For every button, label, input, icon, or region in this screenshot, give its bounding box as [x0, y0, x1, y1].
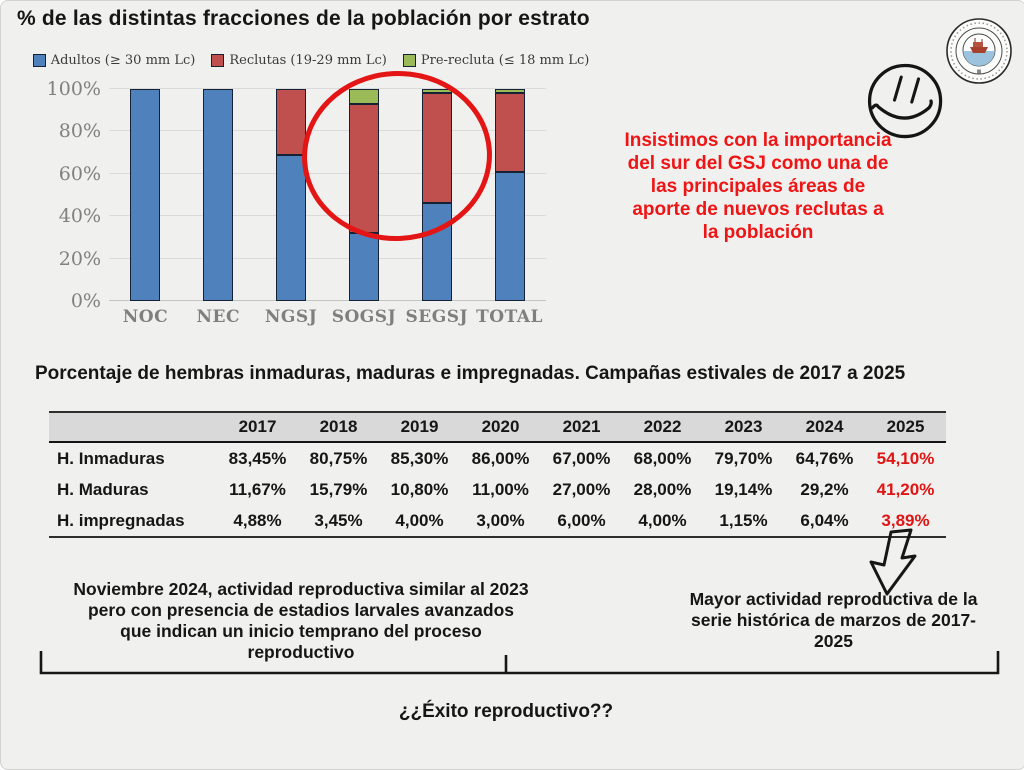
- table-cell: 4,00%: [395, 510, 444, 530]
- stacked-bar-chart: [109, 88, 546, 301]
- x-axis-category-label: SOGSJ: [331, 307, 397, 327]
- legend-label: Pre-recluta (≤ 18 mm Lc): [420, 53, 590, 68]
- table-cell: 29,2%: [800, 479, 849, 499]
- x-axis-category-label: NEC: [196, 307, 240, 327]
- gridline: [109, 88, 546, 89]
- table-cell: 1,15%: [719, 510, 768, 530]
- table-cell: 10,80%: [390, 479, 449, 499]
- table-row: H. impregnadas 4,88% 3,45% 4,00% 3,00% 6,00% 4…: [49, 505, 946, 536]
- table-row: H. Maduras 11,67% 15,79% 10,80% 11,00% 27,00%…: [49, 474, 946, 505]
- table-header-year: 2024: [805, 417, 844, 436]
- bar-segment: [203, 89, 234, 301]
- table-row-label: H. Inmaduras: [57, 448, 165, 468]
- table-title: Porcentaje de hembras inmaduras, maduras…: [35, 363, 906, 384]
- table-cell: 3,89%: [881, 510, 930, 530]
- table-header-row: 2017 2018 2019 2020 2021 2022 2023 2024 2025: [49, 413, 946, 443]
- legend-item: Adultos (≥ 30 mm Lc): [32, 53, 196, 68]
- question-text: ¿¿Éxito reproductivo??: [398, 701, 614, 722]
- table-cell: 80,75%: [309, 448, 368, 468]
- chart-legend: Adultos (≥ 30 mm Lc) Reclutas (19-29 mm L…: [32, 53, 589, 68]
- bar-segment: [130, 89, 161, 301]
- gridline: [109, 257, 546, 259]
- table-cell: 6,00%: [557, 510, 606, 530]
- table-cell: 11,67%: [229, 479, 286, 499]
- note-right: Mayor actividad reproductiva de la serie…: [689, 589, 978, 651]
- table-header-year: 2022: [643, 417, 682, 436]
- bar-segment: [348, 89, 379, 104]
- data-table: 2017 2018 2019 2020 2021 2022 2023 2024 2025 H. I…: [49, 411, 946, 538]
- table-cell: 64,76%: [795, 448, 854, 468]
- table-cell: 41,20%: [876, 479, 935, 499]
- table-cell: 15,79%: [309, 479, 368, 499]
- y-axis-tick-label: 60%: [58, 162, 101, 185]
- table-cell: 19,14%: [714, 479, 773, 499]
- table-cell: 86,00%: [471, 448, 530, 468]
- table-cell: 28,00%: [633, 479, 692, 499]
- down-arrow-icon: [869, 528, 917, 596]
- legend-swatch-icon: [402, 54, 416, 67]
- x-axis-category-label: TOTAL: [476, 307, 543, 327]
- table-header-year: 2023: [724, 417, 763, 436]
- table-cell: 3,45%: [314, 510, 363, 530]
- y-axis-tick-label: 80%: [58, 120, 101, 143]
- table-header-year: 2025: [886, 417, 925, 436]
- y-axis-tick-label: 100%: [46, 78, 101, 100]
- bar-segment: [494, 93, 525, 172]
- note-left: Noviembre 2024, actividad reproductiva s…: [73, 579, 529, 662]
- table-cell: 67,00%: [552, 448, 611, 468]
- bar-segment: [421, 203, 452, 301]
- legend-label: Reclutas (19-29 mm Lc): [229, 53, 387, 68]
- page-title: % de las distintas fracciones de la pobl…: [17, 7, 590, 30]
- table-row: H. Inmaduras 83,45% 80,75% 85,30% 86,00% 67,0…: [49, 443, 946, 474]
- gridline: [109, 300, 546, 301]
- x-axis-category-label: NGSJ: [264, 307, 318, 327]
- legend-swatch-icon: [211, 54, 225, 67]
- institution-seal-logo-icon: [946, 18, 1012, 84]
- table-cell: 6,04%: [800, 510, 849, 530]
- table-cell: 79,70%: [714, 448, 773, 468]
- bar-segment: [421, 93, 452, 204]
- gridline: [109, 215, 546, 217]
- y-axis-tick-label: 40%: [58, 205, 101, 228]
- table-cell: 27,00%: [552, 479, 611, 499]
- gridline: [109, 130, 546, 132]
- table-header-year: 2019: [400, 417, 439, 436]
- bar-segment: [276, 154, 307, 301]
- table-row-label: H. impregnadas: [57, 510, 185, 530]
- table-header-year: 2020: [481, 417, 520, 436]
- bar-segment: [494, 171, 525, 301]
- table-header-year: 2018: [319, 417, 358, 436]
- table-cell: 83,45%: [228, 448, 287, 468]
- table-cell: 68,00%: [633, 448, 692, 468]
- legend-label: Adultos (≥ 30 mm Lc): [50, 53, 196, 68]
- table-header-year: 2017: [238, 417, 277, 436]
- y-axis-tick-label: 20%: [58, 247, 101, 270]
- legend-item: Reclutas (19-29 mm Lc): [211, 53, 387, 68]
- bar-segment: [348, 233, 379, 301]
- bar-segment: [348, 103, 379, 234]
- table-row-label: H. Maduras: [57, 479, 149, 499]
- table-cell: 4,00%: [638, 510, 687, 530]
- gridline: [109, 172, 546, 174]
- table-cell: 3,00%: [476, 510, 525, 530]
- table-cell: 11,00%: [472, 479, 529, 499]
- bar-segment: [494, 89, 525, 94]
- underbrace-bracket-icon: [39, 651, 1000, 675]
- smiley-face-icon: [867, 63, 943, 139]
- table-cell: 4,88%: [233, 510, 282, 530]
- y-axis-tick-label: 0%: [70, 290, 101, 312]
- table-header-year: 2021: [562, 417, 601, 436]
- bar-segment: [276, 89, 307, 155]
- legend-item: Pre-recluta (≤ 18 mm Lc): [402, 53, 590, 68]
- x-axis-category-label: SEGSJ: [405, 307, 469, 327]
- x-axis-category-label: NOC: [122, 307, 169, 327]
- red-annotation-text: Insistimos con la importancia del sur de…: [624, 130, 892, 243]
- bar-segment: [421, 89, 452, 94]
- table-cell: 85,30%: [390, 448, 449, 468]
- legend-swatch-icon: [32, 54, 46, 67]
- table-cell: 54,10%: [876, 448, 935, 468]
